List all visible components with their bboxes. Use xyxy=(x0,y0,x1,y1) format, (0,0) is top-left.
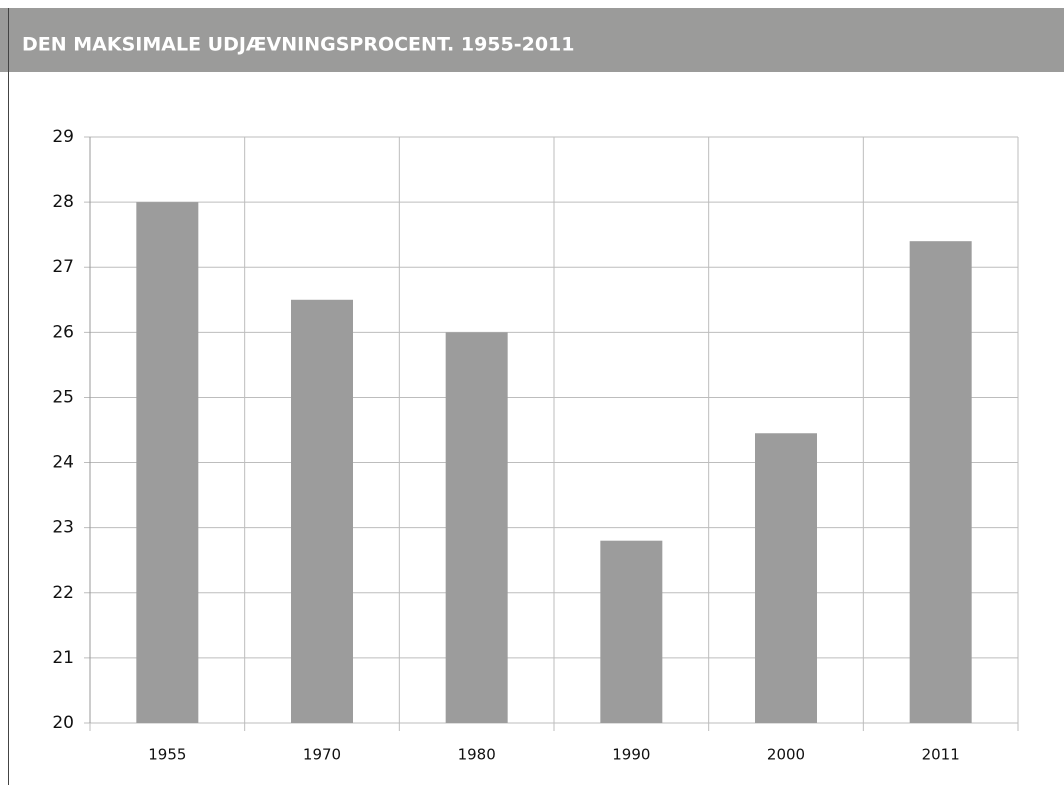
y-tick-label: 25 xyxy=(52,387,74,407)
x-tick-label: 1990 xyxy=(612,746,650,764)
bar xyxy=(909,241,972,723)
chart-title: DEN MAKSIMALE UDJÆVNINGSPROCENT. 1955-20… xyxy=(22,34,575,56)
x-tick-label: 2000 xyxy=(767,746,805,764)
bar xyxy=(755,433,817,723)
x-tick-label: 1955 xyxy=(148,746,186,764)
y-tick-label: 26 xyxy=(52,322,74,342)
y-tick-label: 23 xyxy=(52,518,74,538)
bar xyxy=(600,540,663,723)
bar xyxy=(136,202,199,724)
y-tick-label: 24 xyxy=(52,453,74,473)
y-tick-label: 27 xyxy=(52,257,74,277)
y-tick-label: 20 xyxy=(52,713,74,733)
bar xyxy=(291,299,353,723)
bar xyxy=(445,332,508,723)
y-tick-label: 29 xyxy=(52,127,74,147)
header-band xyxy=(0,8,1064,72)
y-tick-label: 22 xyxy=(52,583,74,603)
x-tick-label: 2011 xyxy=(922,746,960,764)
x-tick-label: 1970 xyxy=(303,746,341,764)
y-tick-label: 21 xyxy=(52,648,74,668)
x-tick-label: 1980 xyxy=(458,746,496,764)
y-tick-label: 28 xyxy=(52,192,74,212)
